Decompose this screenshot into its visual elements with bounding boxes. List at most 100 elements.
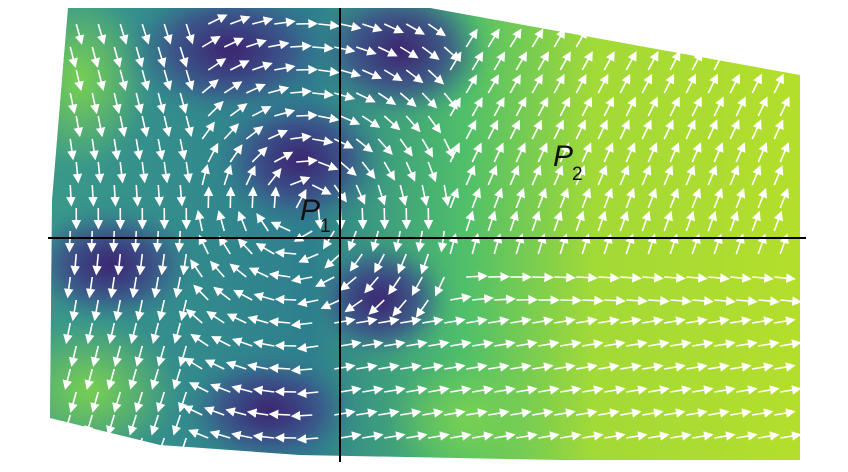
arrow (516, 339, 538, 349)
arrow (252, 61, 273, 71)
arrow (598, 272, 620, 283)
arrow (388, 276, 401, 295)
arrow (251, 146, 268, 163)
arrow (200, 164, 210, 186)
arrow (487, 74, 499, 94)
arrow (339, 115, 361, 126)
arrow (691, 187, 702, 209)
arrow (449, 187, 460, 209)
arrow (664, 316, 686, 326)
blob (310, 8, 490, 120)
arrow (334, 362, 356, 372)
arrow (155, 437, 166, 459)
arrow (405, 23, 425, 35)
arrow (270, 186, 280, 209)
arrow (334, 316, 356, 326)
arrow (112, 437, 122, 459)
arrow (757, 96, 768, 117)
arrow (400, 316, 422, 326)
arrow (237, 210, 248, 232)
arrow (735, 187, 746, 209)
arrow (355, 92, 376, 103)
arrow (370, 230, 380, 252)
arrow (289, 176, 311, 186)
arrow (648, 385, 670, 395)
arrow (90, 345, 101, 367)
arrow (707, 73, 718, 94)
arrow (274, 63, 296, 73)
arrow (399, 138, 413, 157)
arrow (106, 414, 116, 436)
arrow (553, 119, 564, 140)
arrow (686, 408, 708, 418)
arrow (773, 73, 784, 94)
arrow (340, 431, 362, 441)
arrow (252, 16, 274, 26)
arrow (509, 119, 520, 140)
arrow (685, 210, 695, 232)
arrow (201, 35, 221, 48)
arrow (647, 50, 659, 71)
arrow (225, 360, 247, 370)
arrow (465, 28, 478, 48)
arrow (751, 119, 762, 140)
arrow (707, 165, 718, 186)
arrow (450, 293, 472, 303)
arrow (493, 187, 504, 209)
arrow (274, 108, 296, 118)
arrow (114, 253, 124, 276)
arrow (648, 339, 670, 349)
arrow (494, 294, 516, 305)
arrow (714, 339, 736, 349)
arrow (685, 73, 697, 94)
arrow (685, 165, 696, 186)
arrow (183, 161, 193, 184)
arrow (96, 69, 106, 91)
arrow (487, 119, 499, 140)
arrow (582, 431, 604, 441)
arrow (245, 83, 266, 94)
arrow (537, 51, 549, 71)
arrow (582, 339, 604, 349)
arrow (311, 184, 332, 195)
arrow (226, 313, 247, 324)
arrow (184, 115, 194, 137)
arrow (340, 385, 362, 395)
arrow (383, 69, 403, 82)
arrow (195, 209, 205, 232)
arrow (201, 79, 219, 94)
arrow (604, 295, 626, 306)
arrow (406, 339, 428, 349)
arrow (751, 165, 762, 186)
arrow (151, 276, 161, 299)
arrow (67, 138, 77, 161)
arrow (229, 60, 250, 71)
arrow (509, 28, 522, 48)
arrow (270, 221, 291, 232)
arrow (314, 207, 325, 230)
arrow (128, 414, 138, 436)
arrow (141, 23, 151, 45)
arrow (560, 431, 582, 441)
arrow (377, 92, 397, 105)
arrow (465, 165, 476, 186)
arrow (537, 96, 549, 117)
blob (50, 8, 150, 170)
arrow (537, 187, 548, 209)
arrow (362, 23, 383, 33)
arrow (415, 230, 425, 253)
arrow (108, 230, 119, 253)
arrow (156, 92, 166, 114)
arrow (493, 142, 504, 163)
arrow (714, 385, 736, 395)
arrow (708, 273, 730, 283)
arrow (67, 92, 78, 115)
arrow (177, 138, 188, 161)
arrow (268, 409, 291, 420)
arrow (774, 273, 796, 283)
arrow (620, 408, 642, 418)
arrow (133, 138, 143, 161)
arrow (247, 361, 269, 372)
point-label: P (300, 194, 320, 227)
